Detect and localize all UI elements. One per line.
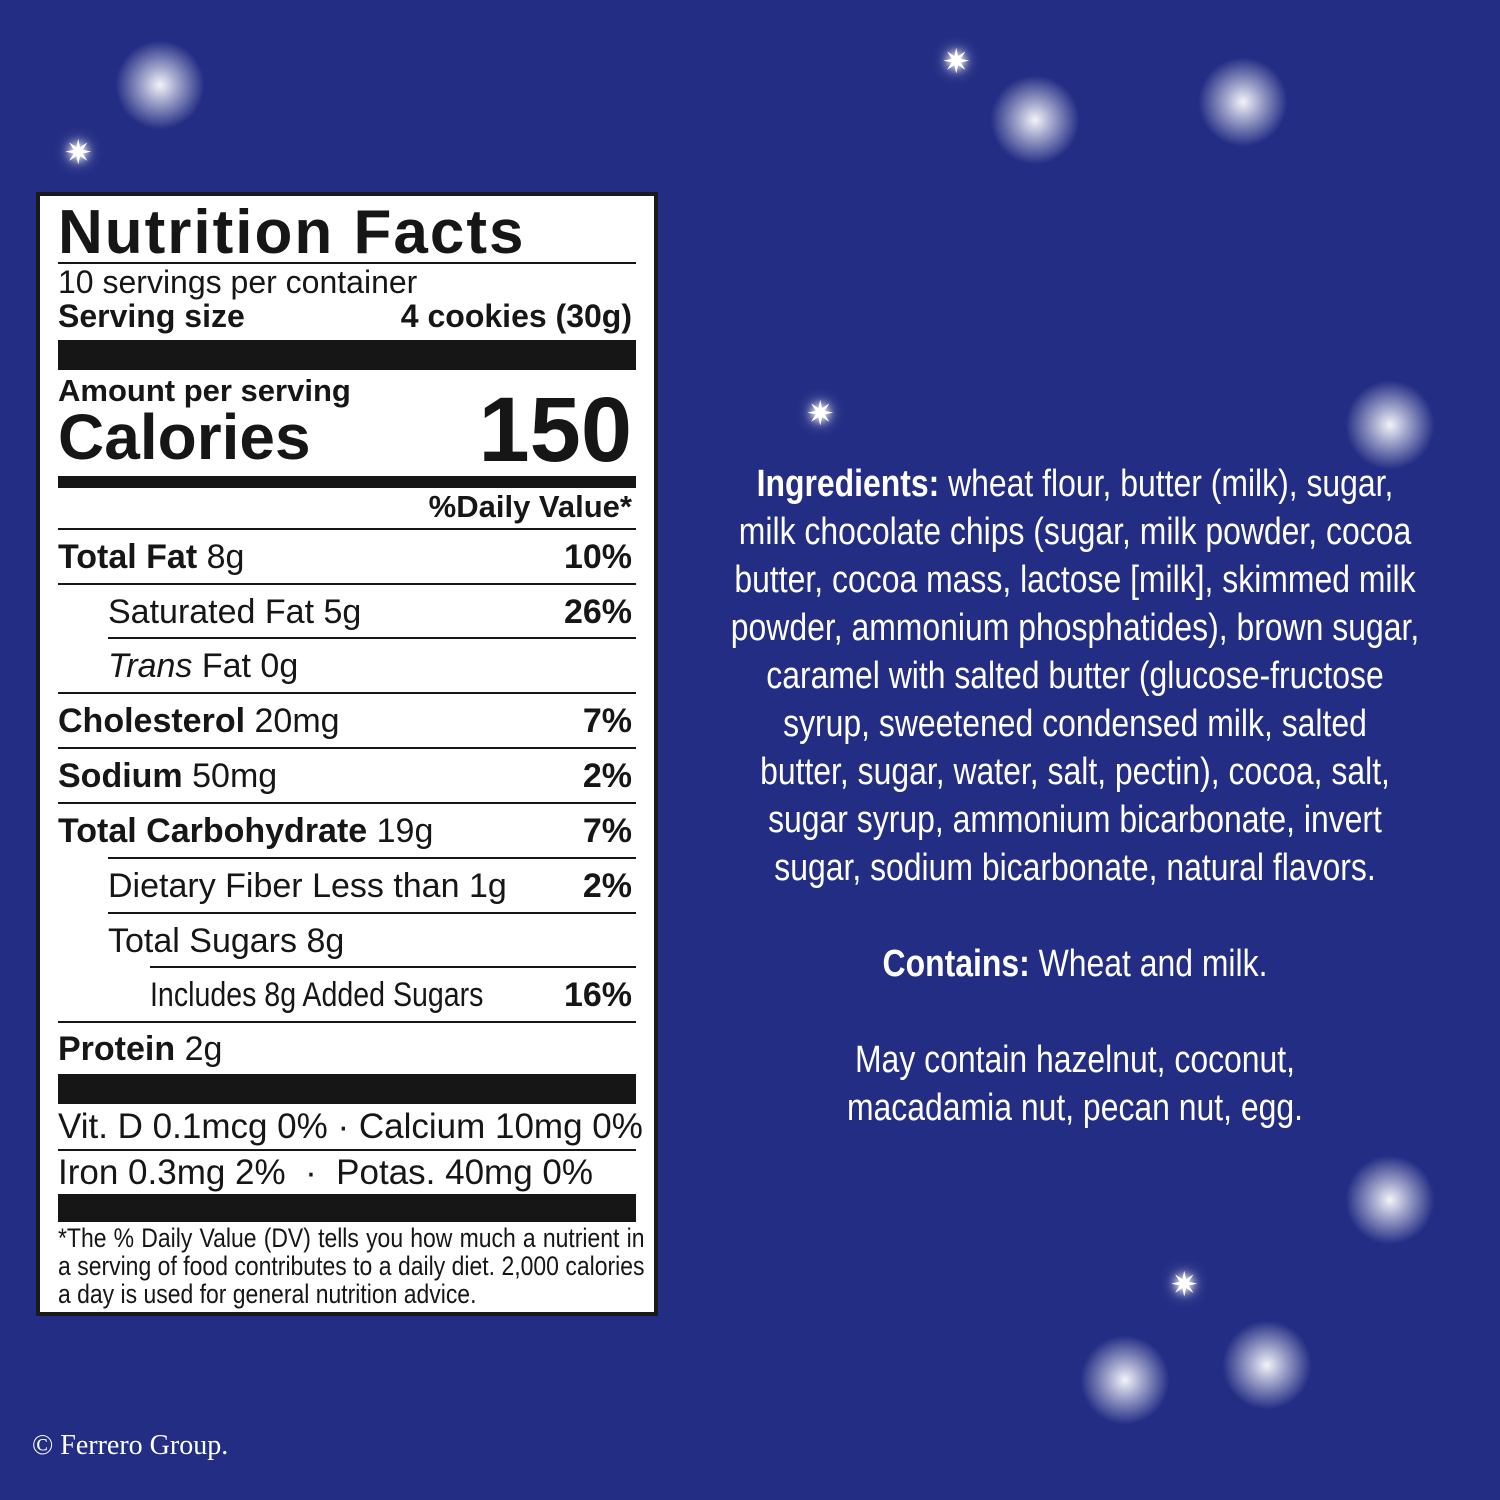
calories-label: Calories	[58, 401, 311, 473]
divider	[108, 912, 636, 914]
footnote: *The % Daily Value (DV) tells you how mu…	[58, 1223, 645, 1309]
nutrient-row-sodium: Sodium 50mg 2%	[58, 757, 632, 795]
divider	[58, 528, 636, 530]
amount-per-serving: Amount per serving	[58, 373, 351, 408]
ingredients-line: Ingredients: wheat flour, butter (milk),…	[756, 463, 1394, 505]
ingredients-line: powder, ammonium phosphatides), brown su…	[730, 607, 1420, 649]
vitamins-line-1: Vit. D 0.1mcg 0% · Calcium 10mg 0%	[58, 1107, 643, 1146]
thick-divider	[58, 340, 636, 370]
nutrient-row-total-sugars: Total Sugars 8g	[108, 922, 345, 960]
nutrient-row-cholesterol: Cholesterol 20mg 7%	[58, 702, 632, 740]
ingredients-line: butter, cocoa mass, lactose [milk], skim…	[734, 559, 1416, 601]
ingredients-line: sugar syrup, ammonium bicarbonate, inver…	[768, 799, 1382, 841]
star-glow-icon	[1345, 380, 1435, 470]
may-contain-line: May contain hazelnut, coconut,	[854, 1039, 1296, 1081]
nutrient-row-dietary-fiber: Dietary Fiber Less than 1g 2%	[108, 867, 632, 905]
contains-statement: Contains: Wheat and milk.	[882, 943, 1268, 985]
vitamins-line-2: Iron 0.3mg 2% · Potas. 40mg 0%	[58, 1153, 593, 1192]
ingredients-label: Ingredients:	[756, 463, 940, 505]
may-contain-line: macadamia nut, pecan nut, egg.	[846, 1087, 1304, 1129]
ingredients-line: milk chocolate chips (sugar, milk powder…	[738, 511, 1412, 553]
copyright: © Ferrero Group.	[32, 1430, 229, 1461]
nutrient-row-saturated-fat: Saturated Fat 5g 26%	[108, 593, 632, 631]
daily-value-header: %Daily Value*	[428, 489, 632, 524]
sparkle-icon: ✷	[64, 134, 93, 172]
divider	[58, 747, 636, 749]
divider	[108, 637, 636, 639]
divider	[58, 1021, 636, 1023]
ingredients-block: Ingredients: wheat flour, butter (milk),…	[660, 460, 1490, 1132]
calories-value: 150	[478, 379, 633, 481]
divider	[58, 1149, 636, 1151]
star-glow-icon	[1198, 57, 1288, 147]
nutrient-row-total-carbohydrate: Total Carbohydrate 19g 7%	[58, 812, 632, 850]
nutrient-row-added-sugars: Includes 8g Added Sugars 16%	[150, 976, 632, 1014]
star-glow-icon	[1222, 1320, 1312, 1410]
serving-size-label: Serving size	[58, 298, 245, 334]
divider	[58, 262, 636, 264]
star-glow-icon	[990, 75, 1080, 165]
nutrient-row-protein: Protein 2g	[58, 1030, 223, 1068]
sparkle-icon: ✷	[942, 43, 971, 81]
nutrition-facts-label: Nutrition Facts 10 servings per containe…	[36, 192, 658, 1316]
divider	[150, 966, 636, 968]
thick-divider	[58, 1074, 636, 1104]
sparkle-icon: ✷	[806, 395, 835, 433]
serving-size: Serving size 4 cookies (30g)	[58, 298, 636, 334]
servings-per-container: 10 servings per container	[58, 264, 418, 300]
ingredients-line: caramel with salted butter (glucose-fruc…	[766, 655, 1384, 697]
medium-divider	[58, 476, 636, 488]
sparkle-icon: ✷	[1170, 1266, 1199, 1304]
star-glow-icon	[1345, 1155, 1435, 1245]
ingredients-line: butter, sugar, water, salt, pectin), coc…	[760, 751, 1390, 793]
thick-divider	[58, 1194, 636, 1222]
star-glow-icon	[1080, 1335, 1170, 1425]
divider	[58, 692, 636, 694]
star-glow-icon	[115, 40, 205, 130]
serving-size-value: 4 cookies (30g)	[400, 298, 632, 334]
nutrient-row-trans-fat: Trans Fat 0g	[108, 647, 299, 685]
label-title: Nutrition Facts	[58, 198, 526, 267]
divider	[108, 857, 636, 859]
nutrient-row-total-fat: Total Fat 8g 10%	[58, 538, 632, 576]
divider	[58, 583, 636, 585]
ingredients-line: sugar, sodium bicarbonate, natural flavo…	[774, 847, 1376, 889]
ingredients-line: syrup, sweetened condensed milk, salted	[783, 703, 1367, 745]
divider	[58, 802, 636, 804]
